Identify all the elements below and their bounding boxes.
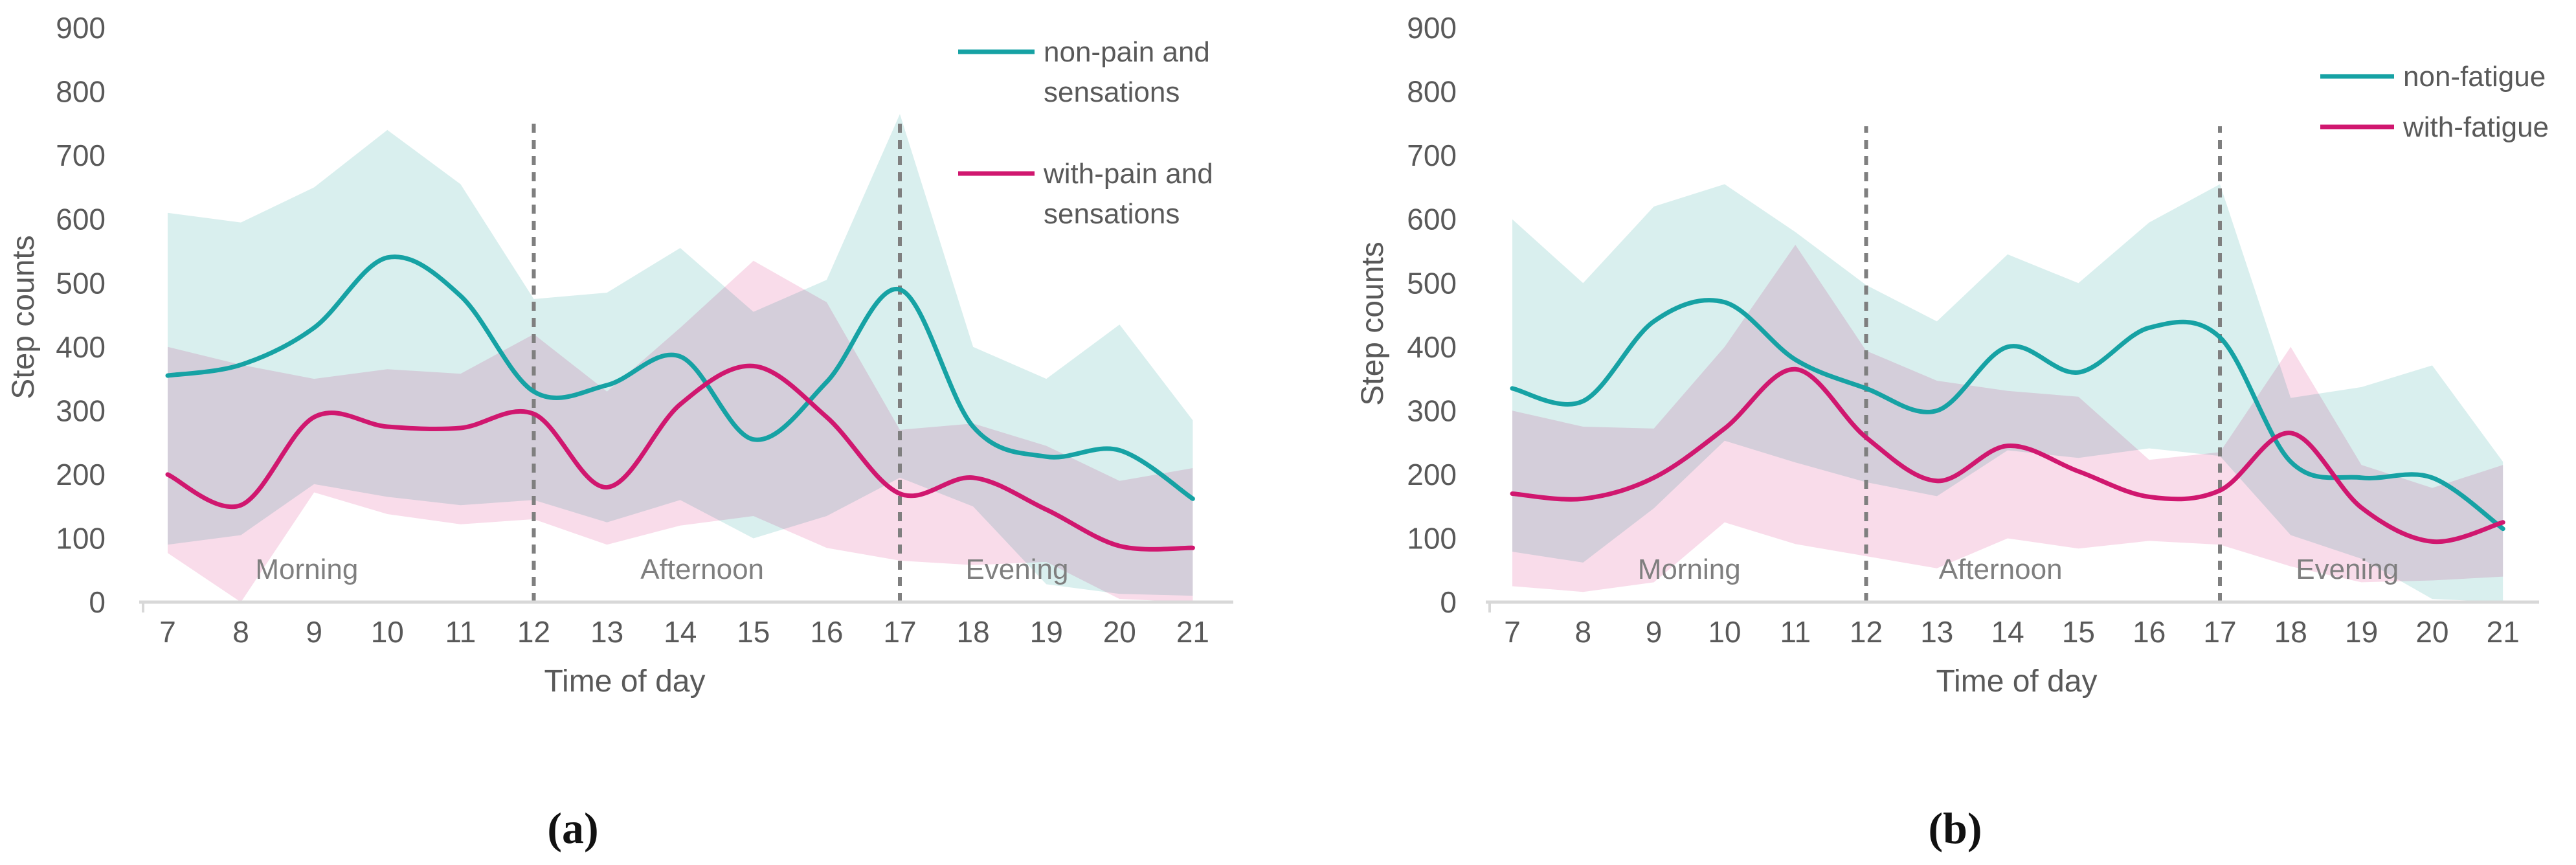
x-tick-label: 8 [232, 615, 249, 649]
legend-label: non-fatigue [2403, 61, 2546, 93]
y-tick-label: 500 [56, 266, 106, 300]
magenta-confidence-band [168, 260, 1193, 602]
period-label-evening: Evening [2296, 554, 2399, 585]
x-tick-label: 7 [1504, 615, 1521, 649]
x-tick-label: 9 [1646, 615, 1663, 649]
y-tick-label: 700 [1407, 139, 1457, 172]
y-tick-label: 900 [1407, 11, 1457, 45]
x-tick-label: 10 [1708, 615, 1741, 649]
y-tick-label: 0 [89, 585, 106, 619]
x-tick-label: 8 [1575, 615, 1592, 649]
y-tick-label: 200 [56, 458, 106, 491]
y-axis-title: Step counts [6, 235, 41, 399]
x-tick-label: 7 [159, 615, 176, 649]
caption-panel-a: (a) [547, 803, 599, 853]
magenta-mean-line [1510, 366, 2505, 545]
y-tick-label: 300 [56, 394, 106, 427]
x-tick-label: 12 [1850, 615, 1883, 649]
magenta-mean-line [165, 363, 1195, 552]
x-tick-label: 17 [883, 615, 916, 649]
x-tick-label: 21 [1176, 615, 1209, 649]
x-tick-label: 17 [2203, 615, 2236, 649]
x-tick-label: 15 [2062, 615, 2095, 649]
x-tick-label: 11 [1780, 615, 1811, 649]
x-tick-label: 15 [737, 615, 770, 649]
x-tick-label: 13 [590, 615, 623, 649]
x-tick-label: 9 [306, 615, 322, 649]
period-label-morning: Morning [255, 554, 358, 585]
y-tick-label: 800 [1407, 75, 1457, 109]
chart-panel-a: 900 800 700 600 500 400 300 200 100 0 7 8 9 10 11 12 13 1… [6, 11, 1233, 699]
period-label-morning: Morning [1638, 554, 1741, 585]
y-tick-label: 400 [56, 330, 106, 364]
y-axis-title: Step counts [1356, 242, 1390, 406]
x-tick-label: 11 [445, 615, 476, 649]
teal-mean-line [165, 254, 1195, 501]
y-tick-label: 600 [56, 203, 106, 236]
y-tick-label: 0 [1440, 585, 1457, 619]
x-tick-label: 16 [2133, 615, 2166, 649]
period-label-afternoon: Afternoon [1939, 554, 2063, 585]
period-label-evening: Evening [965, 554, 1068, 585]
y-tick-label: 700 [56, 139, 106, 172]
x-tick-label: 12 [517, 615, 550, 649]
y-tick-label: 800 [56, 75, 106, 109]
y-tick-label: 600 [1407, 203, 1457, 236]
x-tick-label: 13 [1920, 615, 1953, 649]
legend-label: non-pain and [1044, 36, 1210, 68]
x-tick-label: 20 [1103, 615, 1136, 649]
confidence-bands [1512, 184, 2503, 602]
teal-mean-line [1510, 298, 2505, 532]
x-tick-label: 14 [1991, 615, 2024, 649]
x-tick-label: 18 [957, 615, 990, 649]
x-tick-label: 10 [371, 615, 404, 649]
chart-panel-b: 900 800 700 600 500 400 300 200 100 0 7 8 9 10 11 12 13 1… [1356, 11, 2549, 699]
x-tick-label: 18 [2274, 615, 2307, 649]
y-tick-label: 100 [56, 521, 106, 555]
legend: non-fatigue with-fatigue [2320, 61, 2549, 143]
y-tick-label: 300 [1407, 394, 1457, 427]
y-tick-label: 100 [1407, 521, 1457, 555]
x-tick-label: 19 [2345, 615, 2378, 649]
x-axis-title: Time of day [544, 664, 706, 699]
x-tick-label: 20 [2415, 615, 2448, 649]
legend: non-pain and sensations with-pain and sensa… [958, 36, 1213, 230]
x-tick-label: 16 [810, 615, 843, 649]
x-axis-title: Time of day [1936, 664, 2098, 699]
legend-label: sensations [1044, 76, 1180, 108]
y-tick-label: 400 [1407, 330, 1457, 364]
period-label-afternoon: Afternoon [640, 554, 764, 585]
x-tick-label: 14 [664, 615, 697, 649]
x-tick-label: 21 [2487, 615, 2520, 649]
magenta-confidence-band [1512, 245, 2503, 592]
legend-label: with-fatigue [2402, 111, 2549, 143]
legend-label: sensations [1044, 198, 1180, 230]
x-tick-label: 19 [1030, 615, 1063, 649]
legend-label: with-pain and [1043, 158, 1213, 190]
y-tick-label: 500 [1407, 266, 1457, 300]
caption-panel-b: (b) [1928, 803, 1982, 853]
y-tick-label: 200 [1407, 458, 1457, 491]
y-tick-label: 900 [56, 11, 106, 45]
